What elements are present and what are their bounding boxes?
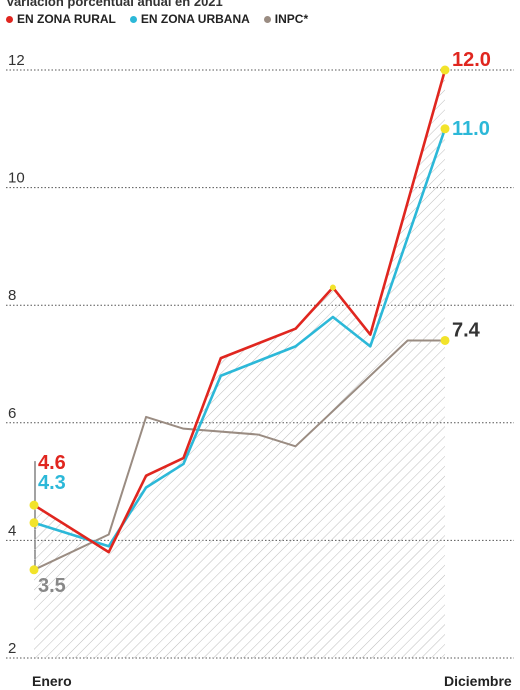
axis-labels: 2 4 6 8 10 12 Enero Diciembre xyxy=(8,52,512,689)
hatched-area xyxy=(34,70,445,658)
x-tick-label: Diciembre xyxy=(444,673,512,689)
legend-label-rural: EN ZONA RURAL xyxy=(17,12,116,26)
legend-label-inpc: INPC* xyxy=(274,12,309,26)
data-label: 3.5 xyxy=(38,575,66,597)
y-tick-label: 8 xyxy=(8,287,16,304)
series-lines xyxy=(33,69,447,571)
y-tick-label: 12 xyxy=(8,52,25,69)
series-line-2 xyxy=(33,339,445,571)
y-tick-label: 2 xyxy=(8,640,16,657)
y-tick-label: 6 xyxy=(8,405,16,422)
legend-dot-rural xyxy=(6,15,13,23)
endpoint-dot-2 xyxy=(440,335,450,345)
data-label: 11.0 xyxy=(452,118,490,140)
legend-dot-inpc xyxy=(263,15,271,23)
chart-subtitle: Variación porcentual anual en 2021 xyxy=(6,0,223,9)
hatched-area-fill xyxy=(34,70,445,658)
data-labels: 4.64.3 3.5 12.0 11.0 7.4 xyxy=(38,49,491,597)
series-points xyxy=(29,65,450,575)
endpoint-dot-0 xyxy=(29,500,39,510)
data-label: 7.4 xyxy=(452,319,481,341)
data-label: 4.3 xyxy=(38,472,66,494)
endpoint-dot-1 xyxy=(29,518,39,528)
series-line-0 xyxy=(33,69,447,554)
data-label: 4.6 xyxy=(38,452,66,474)
endpoint-dot-2 xyxy=(29,565,39,575)
y-tick-label: 4 xyxy=(8,522,16,539)
legend-item-rural: EN ZONA RURAL xyxy=(6,12,116,26)
x-tick-label: Enero xyxy=(32,673,72,689)
legend-item-urbana: EN ZONA URBANA xyxy=(129,12,250,26)
legend: EN ZONA RURAL EN ZONA URBANA INPC* xyxy=(6,12,308,26)
legend-label-urbana: EN ZONA URBANA xyxy=(140,12,250,26)
endpoint-dot-1 xyxy=(440,124,450,134)
legend-dot-urbana xyxy=(129,15,137,23)
legend-item-inpc: INPC* xyxy=(263,12,309,26)
peak-dot xyxy=(329,284,336,291)
y-tick-label: 10 xyxy=(8,170,25,187)
data-label: 12.0 xyxy=(452,49,491,71)
endpoint-dot-0 xyxy=(440,65,450,75)
